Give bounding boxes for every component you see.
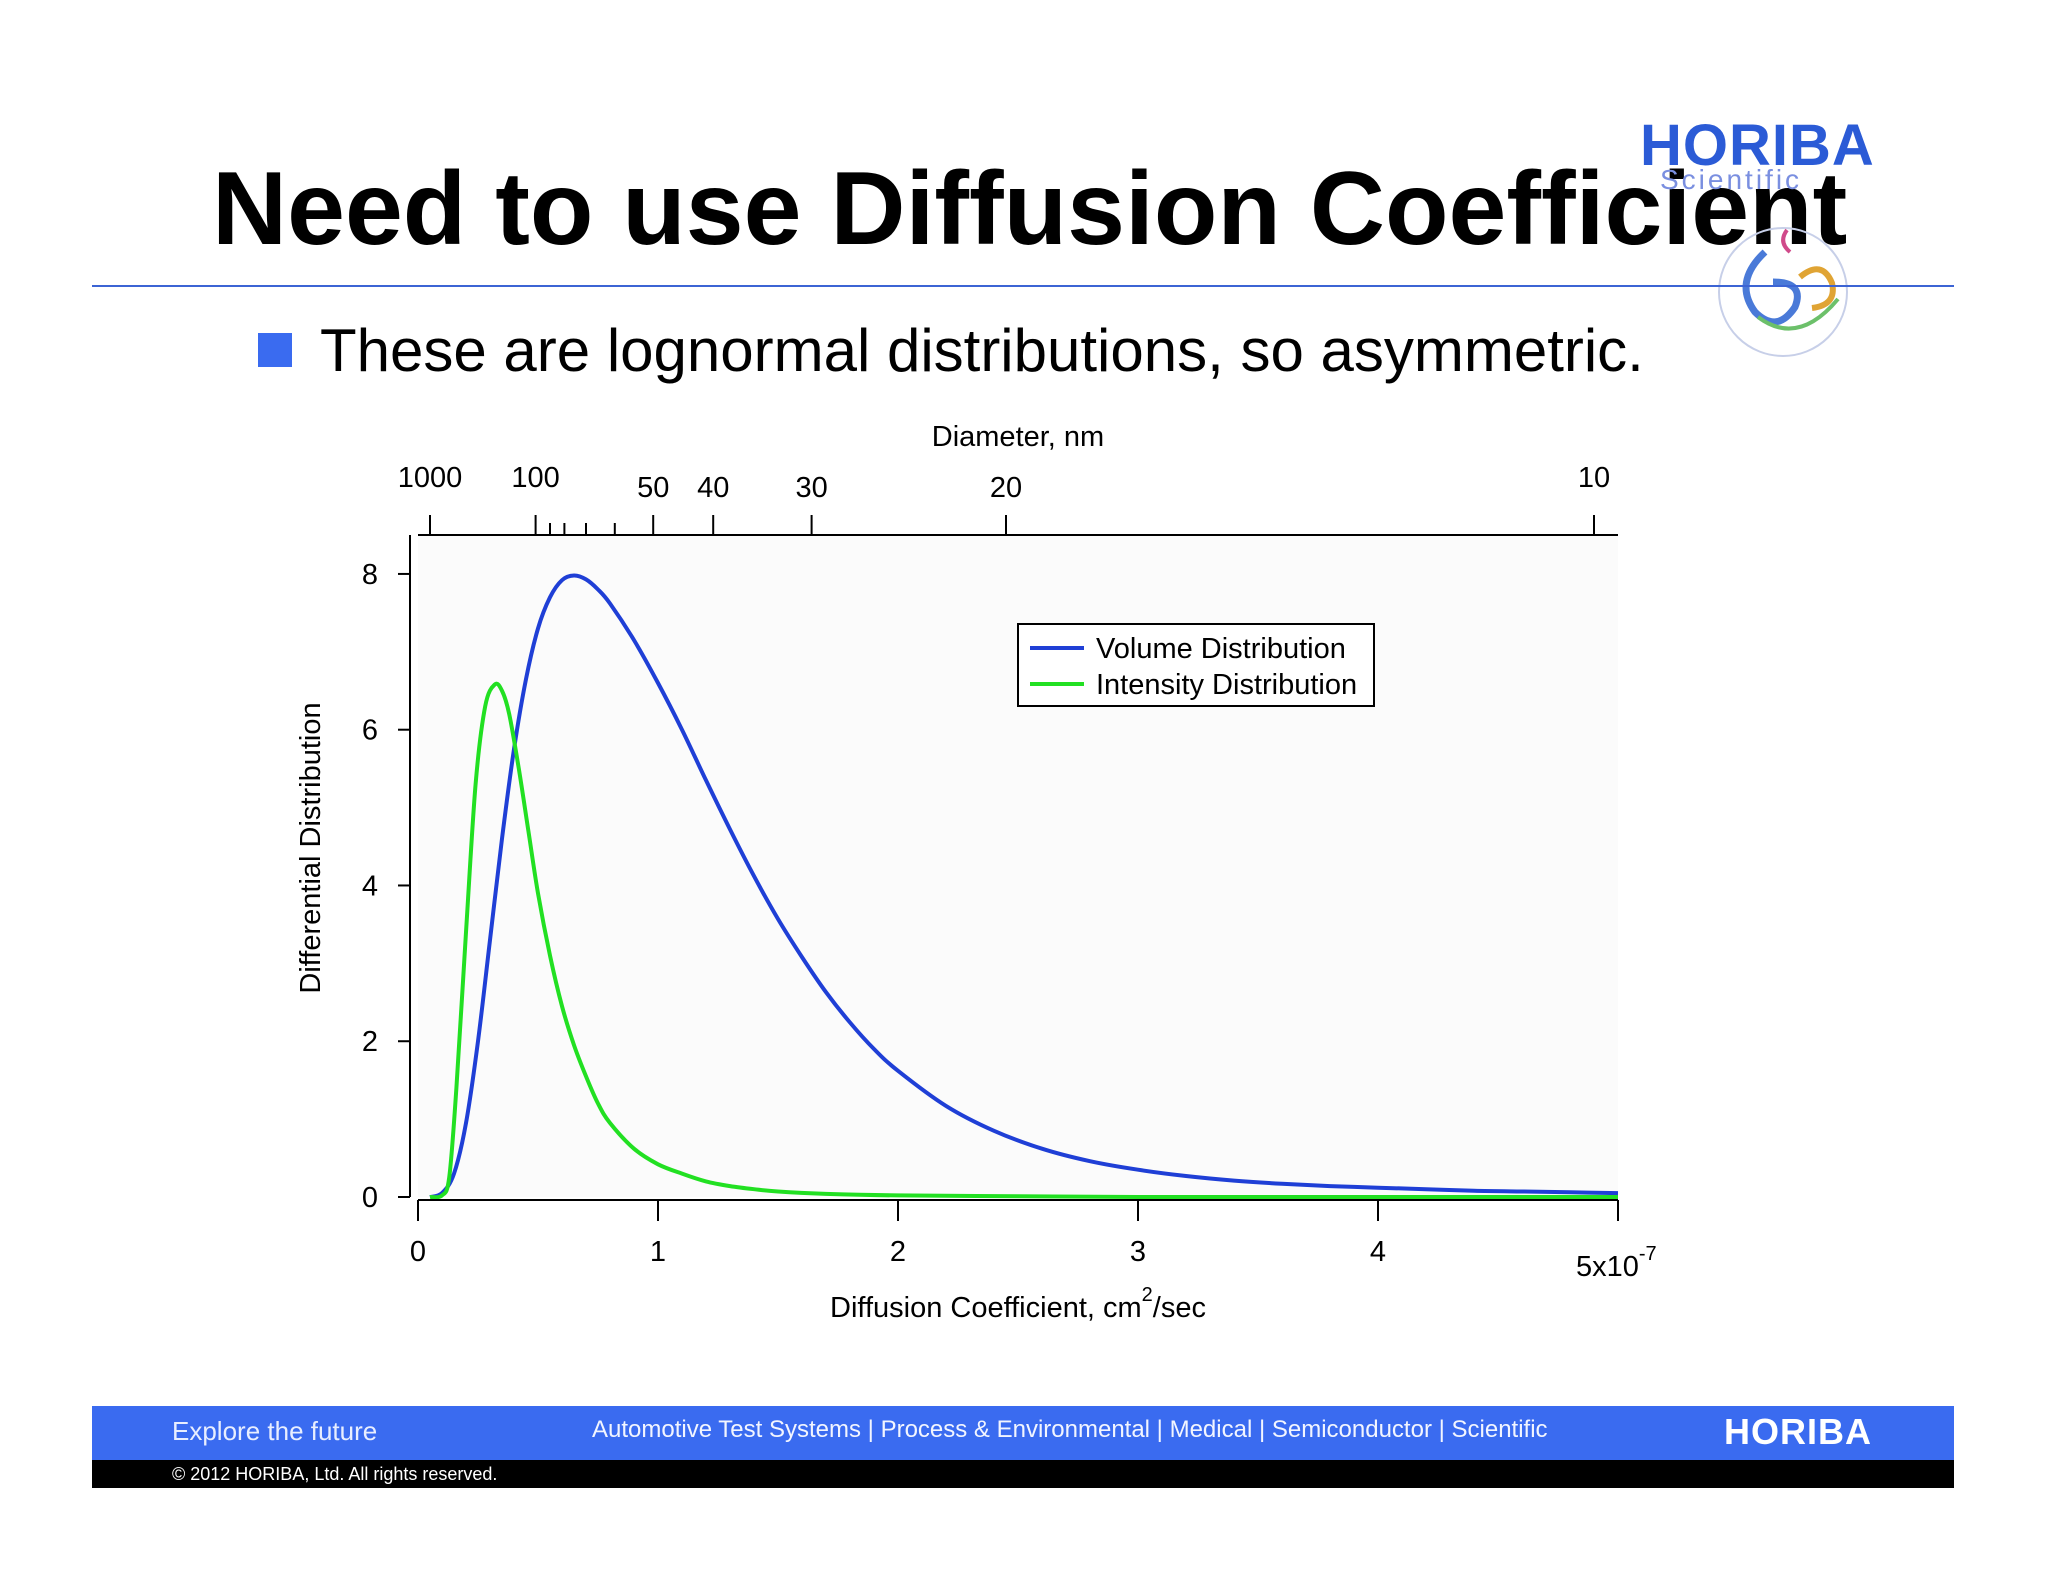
x-multiplier-sup: -7 xyxy=(1639,1243,1657,1265)
footer-logo: HORIBA xyxy=(1724,1411,1872,1452)
y-tick-label: 4 xyxy=(362,870,378,902)
y-tick-label: 2 xyxy=(362,1026,378,1058)
footer-bar: Explore the future Automotive Test Syste… xyxy=(92,1406,1954,1460)
x-axis-label: Diffusion Coefficient, cm2/sec xyxy=(830,1284,1206,1324)
anniversary-emblem-icon xyxy=(1718,227,1848,357)
x-axis-label-sup: 2 xyxy=(1142,1284,1153,1306)
copyright-text: © 2012 HORIBA, Ltd. All rights reserved. xyxy=(172,1464,498,1484)
legend-label-intensity: Intensity Distribution xyxy=(1096,669,1357,701)
logo-subtitle: Scientific xyxy=(1660,164,1803,195)
legend-label-volume: Volume Distribution xyxy=(1096,633,1346,665)
logo-wordmark: HORIBA xyxy=(1640,113,1875,178)
copyright-bar: © 2012 HORIBA, Ltd. All rights reserved. xyxy=(92,1460,1954,1488)
x-tick-label: 0 xyxy=(410,1236,426,1268)
y-axis-label: Differential Distribution xyxy=(295,702,327,993)
footer-divisions: Automotive Test Systems | Process & Envi… xyxy=(592,1416,1548,1443)
horiba-logo: HORIBA Scientific xyxy=(1640,112,1940,382)
legend: Volume Distribution Intensity Distributi… xyxy=(1017,623,1375,707)
y-tick-label: 0 xyxy=(362,1182,378,1214)
slide-title: Need to use Diffusion Coefficient xyxy=(212,151,1848,267)
top-tick-label: 50 xyxy=(637,472,669,504)
footer-tagline: Explore the future xyxy=(172,1416,378,1446)
x-multiplier-label: 5x10-7 xyxy=(1576,1243,1657,1283)
bullet-marker-icon xyxy=(258,333,292,367)
top-tick-label: 40 xyxy=(697,472,729,504)
series-line-volume xyxy=(429,573,1619,1199)
y-tick-label: 6 xyxy=(362,715,378,747)
x-axis-label-base: Diffusion Coefficient, cm xyxy=(830,1292,1142,1324)
title-underline xyxy=(92,285,1954,287)
top-tick-label: 20 xyxy=(990,472,1022,504)
top-tick-label: 10 xyxy=(1578,462,1610,494)
x-multiplier-base: 5x10 xyxy=(1576,1251,1639,1283)
top-tick-label: 30 xyxy=(795,472,827,504)
top-axis-label: Diameter, nm xyxy=(932,421,1104,453)
top-tick-label: 1000 xyxy=(398,462,463,494)
bullet-text: These are lognormal distributions, so as… xyxy=(320,317,1644,384)
top-tick-label: 100 xyxy=(511,462,559,494)
series-line-intensity xyxy=(429,681,1618,1200)
x-tick-label: 3 xyxy=(1130,1236,1146,1268)
legend-box xyxy=(1017,623,1375,707)
diffusion-chart: 0 2 4 6 8 0 1 2 3 4 1000 100 50 40 30 20 10 Diameter, nm… xyxy=(295,421,1657,1324)
x-axis-label-rest: /sec xyxy=(1153,1292,1206,1324)
y-tick-label: 8 xyxy=(362,559,378,591)
x-tick-label: 2 xyxy=(890,1236,906,1268)
x-tick-label: 4 xyxy=(1370,1236,1386,1268)
x-tick-label: 1 xyxy=(650,1236,666,1268)
